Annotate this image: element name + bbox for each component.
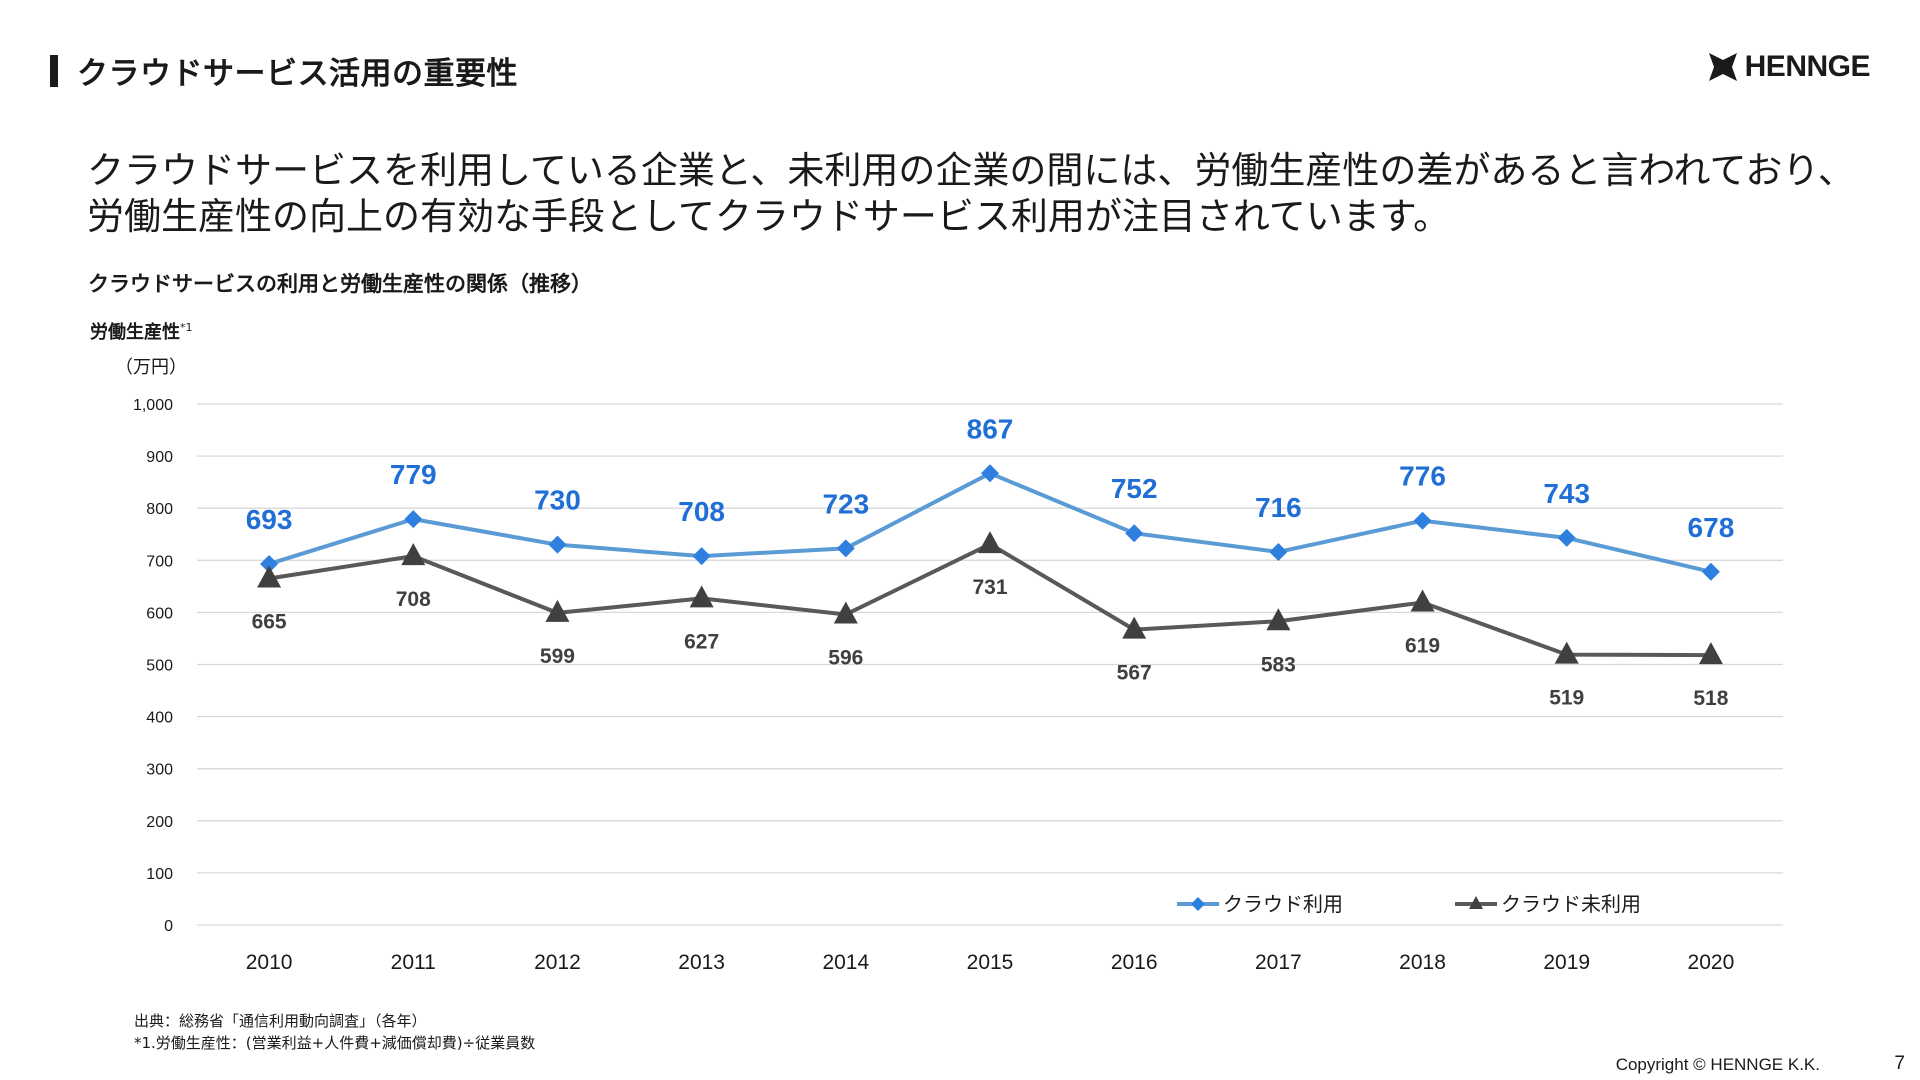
diamond-marker xyxy=(1701,562,1720,581)
x-tick-label: 2011 xyxy=(391,951,436,974)
diamond-marker xyxy=(1269,542,1288,561)
data-label: 776 xyxy=(1399,461,1446,492)
diamond-marker xyxy=(1413,511,1432,530)
data-label: 693 xyxy=(246,504,293,535)
y-tick-label: 900 xyxy=(146,449,173,466)
legend-triangle-marker xyxy=(1469,896,1483,909)
x-tick-label: 2020 xyxy=(1688,951,1735,974)
legend-label: クラウド未利用 xyxy=(1501,892,1641,916)
y-tick-label: 200 xyxy=(146,814,173,831)
y-axis-title-text: 労働生産性 xyxy=(90,322,180,343)
footnote-line: *1.労働生産性：(営業利益+人件費+減価償却費)÷従業員数 xyxy=(134,1034,536,1052)
triangle-marker xyxy=(1410,589,1435,612)
lead-line-2: 労働生産性の向上の有効な手段としてクラウドサービス利用が注目されています。 xyxy=(87,195,1451,238)
henngge-logo-mark-icon xyxy=(1708,53,1737,81)
page-number: 7 xyxy=(1894,1053,1905,1074)
triangle-marker xyxy=(978,531,1002,554)
diamond-marker xyxy=(548,535,567,554)
data-label: 678 xyxy=(1688,512,1735,543)
data-label: 752 xyxy=(1111,473,1158,504)
triangle-marker xyxy=(257,565,282,588)
data-label: 743 xyxy=(1543,478,1590,509)
triangle-marker xyxy=(1554,641,1579,664)
chart-heading: クラウドサービスの利用と労働生産性の関係（推移） xyxy=(88,272,592,296)
x-tick-label: 2015 xyxy=(967,951,1014,974)
triangle-marker xyxy=(1266,608,1291,631)
triangle-marker xyxy=(1698,642,1723,665)
legend-label: クラウド利用 xyxy=(1223,892,1343,916)
diamond-marker xyxy=(692,547,711,566)
data-label: 716 xyxy=(1255,492,1302,523)
slide-title: クラウドサービス活用の重要性 xyxy=(77,56,518,92)
source-notes: 出典：総務省「通信利用動向調査」（各年） *1.労働生産性：(営業利益+人件費+… xyxy=(134,1010,535,1054)
x-tick-label: 2012 xyxy=(534,951,581,974)
y-tick-label: 700 xyxy=(146,553,173,570)
x-tick-label: 2019 xyxy=(1543,951,1590,974)
data-label: 867 xyxy=(967,413,1014,444)
diamond-marker xyxy=(404,510,423,529)
triangle-marker xyxy=(545,599,570,622)
title-accent-bar xyxy=(50,55,58,87)
data-label: 518 xyxy=(1693,687,1728,710)
x-tick-label: 2017 xyxy=(1255,951,1302,974)
y-tick-label: 0 xyxy=(164,918,173,935)
x-tick-label: 2010 xyxy=(246,951,293,974)
logo-text: HENNGE xyxy=(1744,50,1871,83)
y-axis-title: 労働生産性*1 xyxy=(90,318,193,344)
x-tick-label: 2013 xyxy=(678,951,725,974)
y-tick-label: 400 xyxy=(146,710,173,727)
y-tick-label: 500 xyxy=(146,658,173,675)
diamond-marker xyxy=(260,554,279,573)
legend-diamond-marker xyxy=(1191,897,1205,911)
y-tick-label: 100 xyxy=(146,866,173,883)
diamond-marker xyxy=(1125,524,1144,543)
data-label: 723 xyxy=(822,488,869,519)
triangle-marker xyxy=(689,585,714,608)
triangle-marker xyxy=(1122,616,1147,639)
x-tick-label: 2014 xyxy=(822,951,869,974)
diamond-marker xyxy=(1557,528,1576,547)
data-label: 619 xyxy=(1405,635,1440,658)
data-label: 519 xyxy=(1549,687,1584,710)
y-axis-unit: （万円） xyxy=(115,357,187,378)
triangle-marker xyxy=(833,601,858,624)
data-label: 665 xyxy=(252,611,287,634)
data-label: 708 xyxy=(396,588,431,611)
henngge-logo: HENNGE xyxy=(1707,50,1871,84)
copyright: Copyright © HENNGE K.K. xyxy=(1615,1055,1820,1074)
data-label: 567 xyxy=(1117,662,1152,685)
data-label: 627 xyxy=(684,630,719,653)
triangle-marker xyxy=(401,543,426,566)
data-label: 599 xyxy=(540,645,575,668)
x-tick-label: 2016 xyxy=(1111,951,1158,974)
y-axis-title-footnote-mark: *1 xyxy=(180,321,193,334)
y-tick-label: 1,000 xyxy=(133,397,173,414)
lead-text: クラウドサービスを利用している企業と、未利用の企業の間には、労働生産性の差がある… xyxy=(87,148,1867,240)
y-tick-label: 300 xyxy=(146,762,173,779)
data-label: 708 xyxy=(678,496,725,527)
data-label: 583 xyxy=(1261,653,1296,676)
source-line: 出典：総務省「通信利用動向調査」（各年） xyxy=(134,1012,427,1030)
data-label: 730 xyxy=(534,485,581,516)
data-label: 596 xyxy=(828,646,863,669)
series-line-cloud-used xyxy=(268,471,1712,574)
diamond-marker xyxy=(836,539,855,558)
diamond-marker xyxy=(981,464,999,483)
y-tick-label: 600 xyxy=(146,605,173,622)
lead-line-1: クラウドサービスを利用している企業と、未利用の企業の間には、労働生産性の差がある… xyxy=(87,149,1855,192)
data-label: 731 xyxy=(972,576,1007,599)
y-tick-label: 800 xyxy=(146,501,173,518)
data-label: 779 xyxy=(390,459,437,490)
x-tick-label: 2018 xyxy=(1399,951,1446,974)
